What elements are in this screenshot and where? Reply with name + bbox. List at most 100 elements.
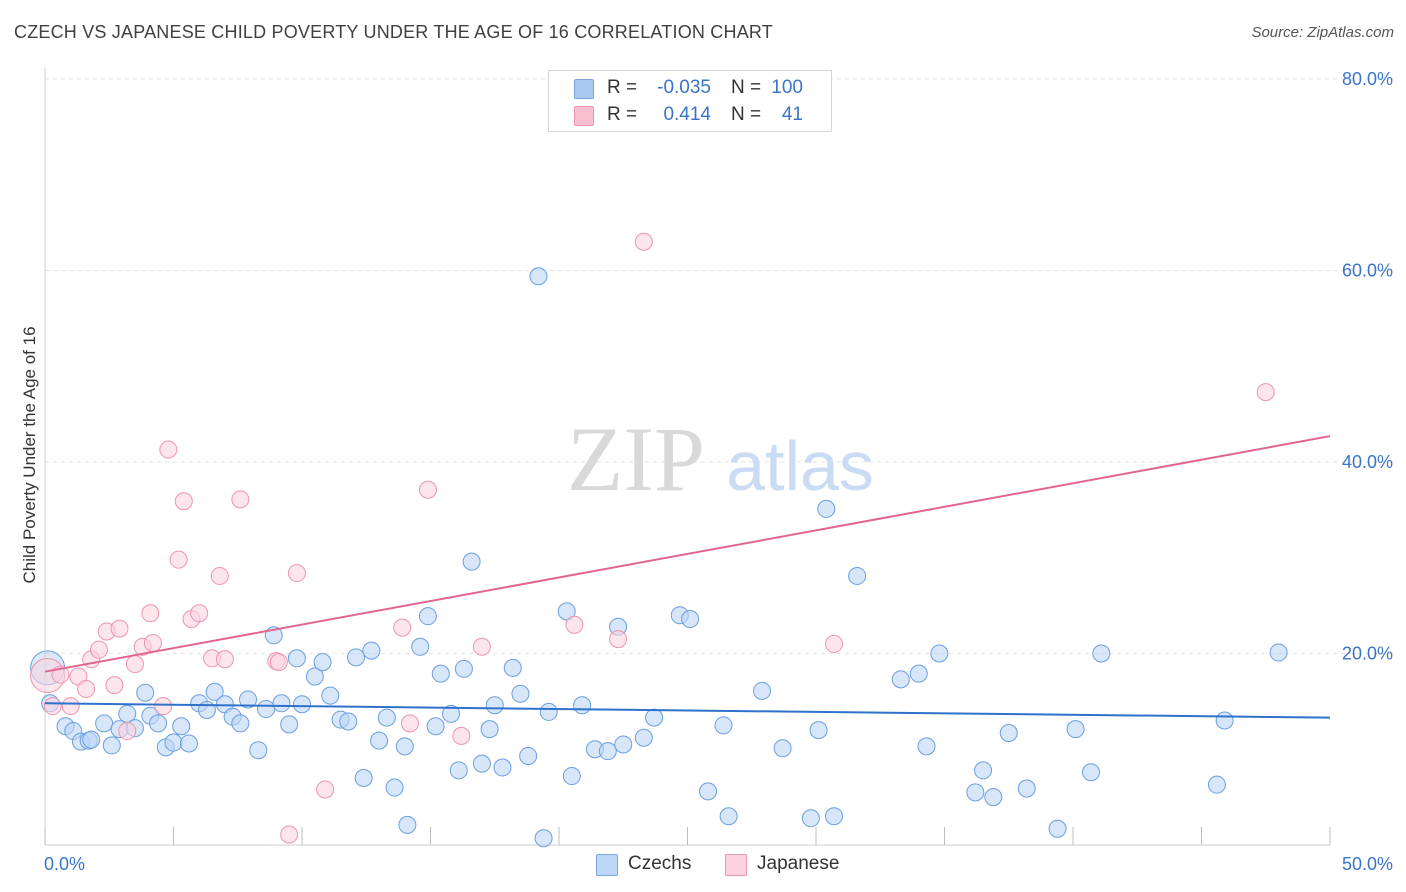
japanese-point <box>634 232 653 251</box>
japanese-point <box>118 722 137 741</box>
czechs-point <box>293 695 311 714</box>
source-label: Source: ZipAtlas.com <box>1251 24 1394 41</box>
legend-row-japanese: R = 0.414 N = 41 <box>549 102 831 128</box>
czechs-point <box>362 641 381 660</box>
czechs-point <box>472 754 491 773</box>
r-label: R = <box>607 77 638 98</box>
czechs-point <box>354 768 373 787</box>
czechs-point <box>974 761 993 780</box>
czechs-point <box>249 741 268 760</box>
czechs-point <box>534 829 553 848</box>
czechs-point <box>321 686 340 705</box>
czechs-legend-swatch <box>596 854 618 876</box>
czechs-point <box>634 728 653 747</box>
czechs-point <box>82 730 101 749</box>
series-legend: Czechs Japanese <box>0 852 1406 878</box>
czechs-point <box>966 783 985 802</box>
czechs-point <box>562 767 581 786</box>
n-label: N = <box>731 77 762 98</box>
chart-title: CZECH VS JAPANESE CHILD POVERTY UNDER TH… <box>14 22 773 42</box>
japanese-point <box>169 550 188 569</box>
japanese-point <box>105 676 124 695</box>
japanese-swatch <box>574 106 594 126</box>
czechs-point <box>909 664 928 683</box>
japanese-point <box>89 640 108 659</box>
japanese-point <box>77 679 96 698</box>
czechs-points <box>30 267 1288 848</box>
japanese-point <box>609 630 628 649</box>
czechs-point <box>773 739 792 758</box>
czechs-point <box>385 778 404 797</box>
czechs-point <box>848 566 867 585</box>
czechs-point <box>753 681 772 700</box>
japanese-point <box>393 618 412 637</box>
japanese-point <box>210 566 229 585</box>
czechs-point <box>573 696 592 715</box>
czechs-point <box>377 708 396 727</box>
y-tick-label: 80.0% <box>1342 69 1393 89</box>
czechs-point <box>519 746 538 765</box>
x-tick-label: 50.0% <box>1342 854 1393 874</box>
r-label: R = <box>607 104 638 125</box>
czechs-point <box>370 731 389 750</box>
czechs-point <box>136 683 155 702</box>
japanese-point <box>565 615 584 634</box>
czechs-point <box>426 717 445 736</box>
czechs-point <box>313 653 332 672</box>
japanese-legend-swatch <box>725 854 747 876</box>
japanese-point <box>141 604 160 623</box>
czechs-point <box>801 809 820 828</box>
czechs-point <box>339 712 358 731</box>
r-value: -0.035 <box>657 77 711 98</box>
czechs-point <box>480 720 499 739</box>
japanese-point <box>1256 383 1275 402</box>
czechs-point <box>454 659 473 678</box>
czechs-point <box>917 737 936 756</box>
r-value: 0.414 <box>663 104 711 125</box>
czechs-point <box>164 733 183 752</box>
correlation-legend: R = -0.035 N = 100 R = 0.414 N = 41 <box>548 70 832 132</box>
czechs-point <box>346 648 365 667</box>
czechs-point <box>699 782 718 801</box>
czechs-point <box>1092 644 1111 663</box>
japanese-point <box>143 633 162 652</box>
czechs-point <box>891 670 910 689</box>
czechs-point <box>1215 711 1234 730</box>
japanese-points <box>30 232 1275 844</box>
y-tick-label: 20.0% <box>1342 644 1393 664</box>
japanese-legend-label: Japanese <box>757 853 840 874</box>
czechs-point <box>272 694 291 713</box>
n-value: 100 <box>771 77 803 98</box>
n-label: N = <box>731 104 762 125</box>
czechs-point <box>442 704 461 723</box>
japanese-point <box>43 697 62 716</box>
japanese-point <box>269 653 288 672</box>
japanese-point <box>110 619 129 638</box>
japanese-point <box>287 564 306 583</box>
czechs-point <box>1081 763 1100 782</box>
n-value: 41 <box>781 104 803 125</box>
czechs-point <box>485 696 504 715</box>
japanese-point <box>125 655 144 674</box>
japanese-point <box>174 492 193 511</box>
japanese-point <box>418 480 437 499</box>
czechs-point <box>418 607 437 626</box>
japanese-point <box>154 697 173 716</box>
czechs-point <box>503 658 522 677</box>
czechs-point <box>95 714 114 733</box>
japanese-point <box>824 634 843 653</box>
czechs-point <box>817 499 836 518</box>
czechs-point <box>984 788 1003 807</box>
japanese-point <box>159 440 178 459</box>
y-tick-label: 60.0% <box>1342 261 1393 281</box>
czechs-point <box>645 708 664 727</box>
czechs-point <box>1207 775 1226 794</box>
czechs-point <box>257 700 276 719</box>
watermark-zip: ZIP <box>567 408 705 510</box>
axes <box>44 68 1331 846</box>
czechs-point <box>431 664 450 683</box>
czechs-legend-label: Czechs <box>628 853 692 874</box>
japanese-point <box>316 780 335 799</box>
japanese-trend-line <box>44 435 1331 673</box>
